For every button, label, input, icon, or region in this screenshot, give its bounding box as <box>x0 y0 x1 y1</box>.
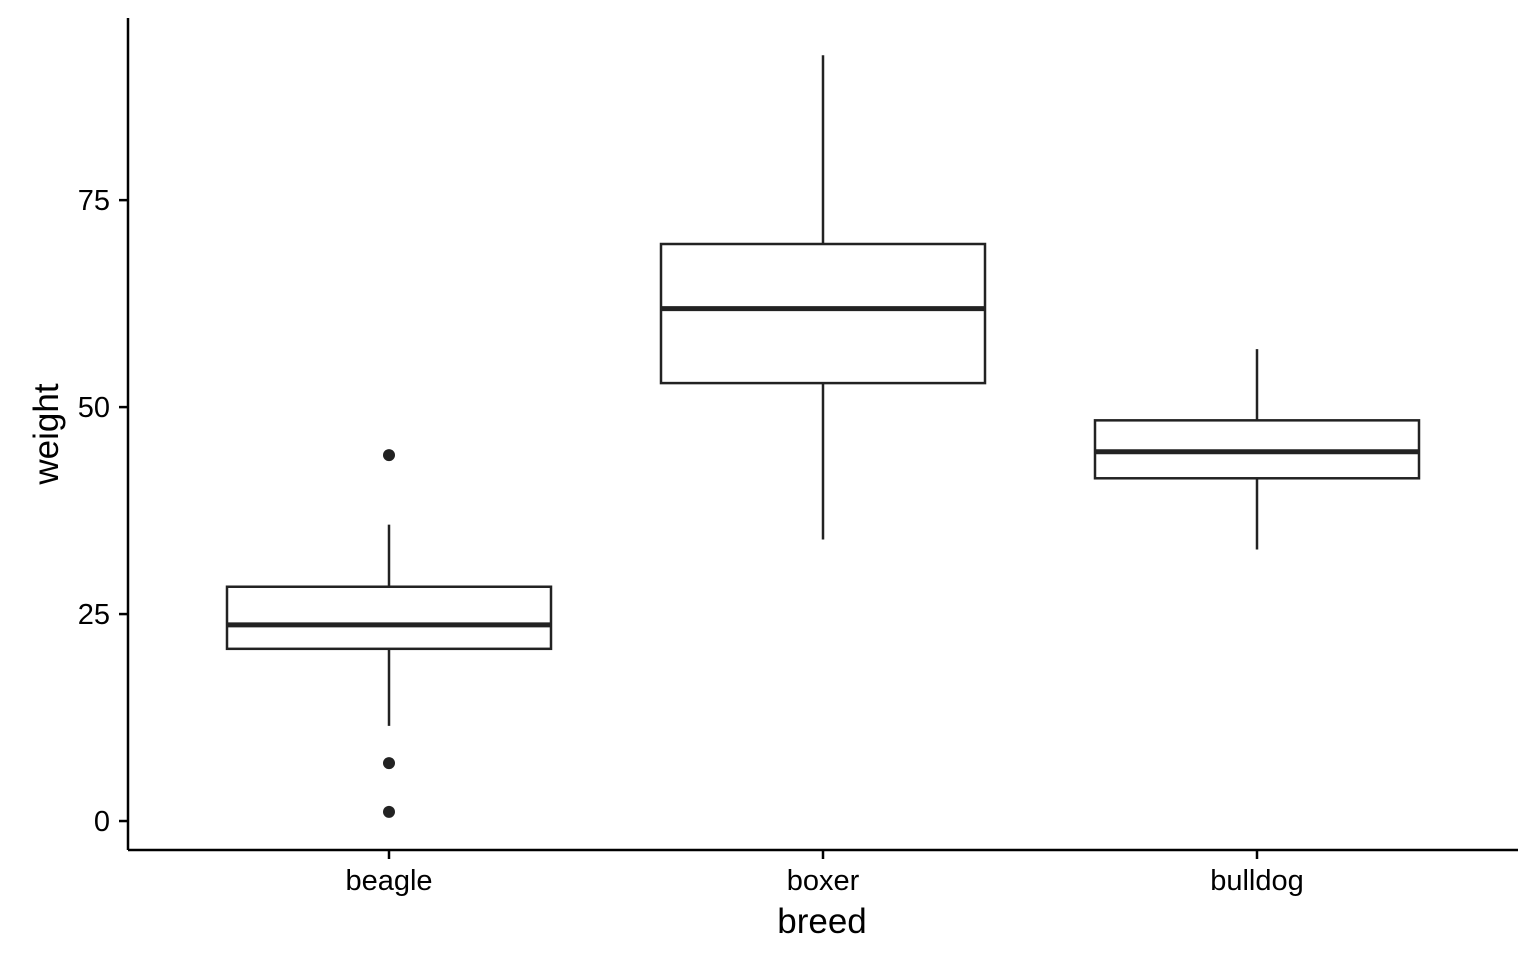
x-axis-title: breed <box>777 902 867 941</box>
y-tick-label: 0 <box>94 806 110 838</box>
iqr-box <box>659 242 987 385</box>
plot-marks <box>225 55 1421 818</box>
x-tick-label: beagle <box>345 865 432 897</box>
y-tick-label: 50 <box>78 392 110 424</box>
outlier-point <box>383 805 395 818</box>
x-tick-label: bulldog <box>1210 865 1304 897</box>
outlier-point <box>383 449 395 462</box>
box-group-beagle <box>225 449 553 818</box>
box-group-boxer <box>659 55 987 540</box>
y-axis-title: weight <box>27 383 66 485</box>
y-tick-label: 75 <box>78 185 110 217</box>
y-tick-label: 25 <box>78 599 110 631</box>
box-group-bulldog <box>1093 349 1421 550</box>
y-axis-ticks: 0 25 50 75 <box>78 185 128 838</box>
iqr-box <box>225 585 553 651</box>
outlier-point <box>383 757 395 770</box>
x-tick-label: boxer <box>787 865 860 897</box>
x-axis-ticks: beagle boxer bulldog <box>345 850 1304 897</box>
